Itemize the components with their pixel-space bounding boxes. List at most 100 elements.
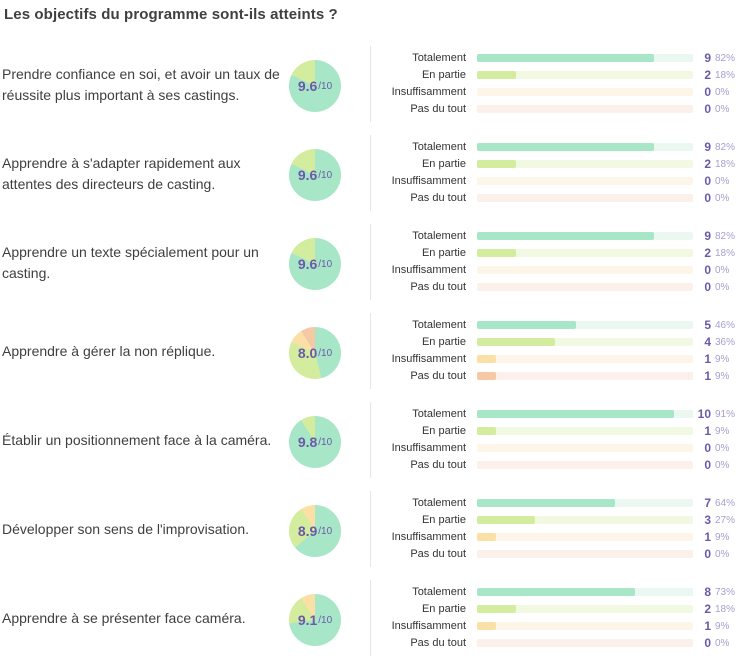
answer-breakdown: Totalement 7 64% En partie 3 27% Insuffisammen… [372, 495, 752, 563]
score-number: 9.8 [297, 434, 318, 450]
answer-row: En partie 2 18% [372, 245, 752, 262]
answer-row: Insuffisamment 1 9% [372, 351, 752, 368]
score-value: 9.6/10 [289, 238, 341, 290]
divider [370, 580, 371, 656]
answer-bar-track [477, 160, 693, 168]
answer-bar-track [477, 516, 693, 524]
answer-row: Insuffisamment 1 9% [372, 618, 752, 635]
answer-label: En partie [421, 336, 466, 348]
answer-percent: 0% [715, 460, 730, 471]
answer-percent: 18% [715, 248, 736, 259]
answer-label: Totalement [412, 586, 466, 598]
answer-label: Totalement [412, 52, 466, 64]
answer-label: Pas du tout [410, 548, 466, 560]
answer-bar-fill [477, 232, 655, 240]
score-value: 8.9/10 [289, 505, 341, 557]
divider [370, 402, 371, 478]
answer-count: 1 [704, 619, 711, 633]
answer-percent: 82% [715, 53, 736, 64]
answer-percent: 91% [715, 409, 736, 420]
answer-bar-fill [477, 605, 516, 613]
score-number: 8.9 [297, 523, 318, 539]
answer-bar-track [477, 249, 693, 257]
answer-bar-track [477, 194, 693, 202]
objective-row: Apprendre un texte spécialement pour un … [0, 220, 752, 309]
answer-row: Pas du tout 0 0% [372, 279, 752, 296]
answer-bar-fill [477, 71, 516, 79]
answer-percent: 27% [715, 515, 736, 526]
divider [370, 46, 371, 122]
answer-bar-track [477, 177, 693, 185]
answer-count: 3 [704, 513, 711, 527]
answer-percent: 9% [715, 354, 730, 365]
answer-count: 0 [704, 458, 711, 472]
answer-percent: 0% [715, 176, 730, 187]
answer-bar-track [477, 54, 693, 62]
answer-bar-track [477, 533, 693, 541]
answer-count: 5 [704, 318, 711, 332]
objective-question: Apprendre à gérer la non réplique. [2, 343, 216, 359]
answer-row: Pas du tout 0 0% [372, 635, 752, 652]
answer-bar-track [477, 88, 693, 96]
answer-label: En partie [421, 247, 466, 259]
answer-bar-track [477, 427, 693, 435]
answer-percent: 0% [715, 549, 730, 560]
answer-row: Totalement 9 82% [372, 228, 752, 245]
answer-label: En partie [421, 69, 466, 81]
answer-percent: 0% [715, 87, 730, 98]
answer-bar-fill [477, 160, 516, 168]
answer-bar-track [477, 550, 693, 558]
answer-label: Insuffisamment [391, 264, 466, 276]
answer-percent: 0% [715, 443, 730, 454]
objective-row: Développer son sens de l'improvisation. 8… [0, 487, 752, 576]
score-value: 9.6/10 [289, 149, 341, 201]
answer-row: En partie 1 9% [372, 423, 752, 440]
answer-row: Insuffisamment 0 0% [372, 84, 752, 101]
score-denominator: /10 [318, 347, 333, 359]
answer-label: En partie [421, 158, 466, 170]
section-title: Les objectifs du programme sont-ils atte… [4, 6, 338, 23]
answer-count: 7 [704, 496, 711, 510]
score-denominator: /10 [318, 525, 333, 537]
answer-row: En partie 4 36% [372, 334, 752, 351]
score-pie: 8.9/10 [289, 505, 341, 557]
answer-percent: 0% [715, 193, 730, 204]
answer-count: 0 [704, 636, 711, 650]
objective-row: Apprendre à s'adapter rapidement aux att… [0, 131, 752, 220]
objective-row: Établir un positionnement face à la camé… [0, 398, 752, 487]
answer-count: 10 [697, 407, 711, 421]
answer-percent: 9% [715, 371, 730, 382]
answer-bar-fill [477, 54, 655, 62]
answer-count: 0 [704, 263, 711, 277]
answer-bar-track [477, 461, 693, 469]
answer-count: 8 [704, 585, 711, 599]
answer-row: Insuffisamment 1 9% [372, 529, 752, 546]
answer-label: Pas du tout [410, 192, 466, 204]
answer-bar-track [477, 588, 693, 596]
answer-label: Totalement [412, 497, 466, 509]
answer-breakdown: Totalement 8 73% En partie 2 18% Insuffisammen… [372, 584, 752, 652]
answer-bar-fill [477, 355, 497, 363]
answer-count: 2 [704, 157, 711, 171]
answer-bar-fill [477, 338, 555, 346]
answer-label: Insuffisamment [391, 353, 466, 365]
answer-label: Totalement [412, 141, 466, 153]
objective-row: Apprendre à se présenter face caméra. 9.1… [0, 576, 752, 665]
answer-bar-fill [477, 372, 497, 380]
answer-count: 0 [704, 85, 711, 99]
answer-percent: 18% [715, 604, 736, 615]
objectives-list: Prendre confiance en soi, et avoir un ta… [0, 42, 752, 665]
answer-percent: 73% [715, 587, 736, 598]
answer-bar-fill [477, 410, 674, 418]
answer-bar-fill [477, 499, 616, 507]
answer-count: 0 [704, 102, 711, 116]
score-denominator: /10 [318, 258, 333, 270]
answer-label: Insuffisamment [391, 175, 466, 187]
answer-percent: 0% [715, 265, 730, 276]
answer-count: 2 [704, 68, 711, 82]
answer-percent: 9% [715, 532, 730, 543]
score-pie: 9.6/10 [289, 60, 341, 112]
answer-percent: 46% [715, 320, 736, 331]
answer-count: 2 [704, 246, 711, 260]
answer-count: 0 [704, 280, 711, 294]
